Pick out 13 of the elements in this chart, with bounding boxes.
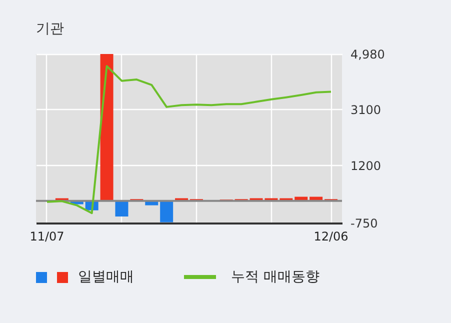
legend-label: 누적 매매동향 xyxy=(231,268,320,286)
y-tick-label: -750 xyxy=(350,216,378,230)
chart-title: 기관 xyxy=(36,21,64,37)
legend-label: 일별매매 xyxy=(78,268,134,286)
bar xyxy=(115,200,128,217)
x-tick-label: 12/06 xyxy=(314,230,348,244)
x-tick-label: 11/07 xyxy=(30,230,64,244)
line-series xyxy=(46,65,332,214)
y-tick-label: 4,980 xyxy=(350,48,385,62)
y-tick-label: 1200 xyxy=(350,158,382,173)
bar xyxy=(100,54,114,201)
bar xyxy=(160,200,174,222)
y-tick-label: 3100 xyxy=(350,102,382,117)
